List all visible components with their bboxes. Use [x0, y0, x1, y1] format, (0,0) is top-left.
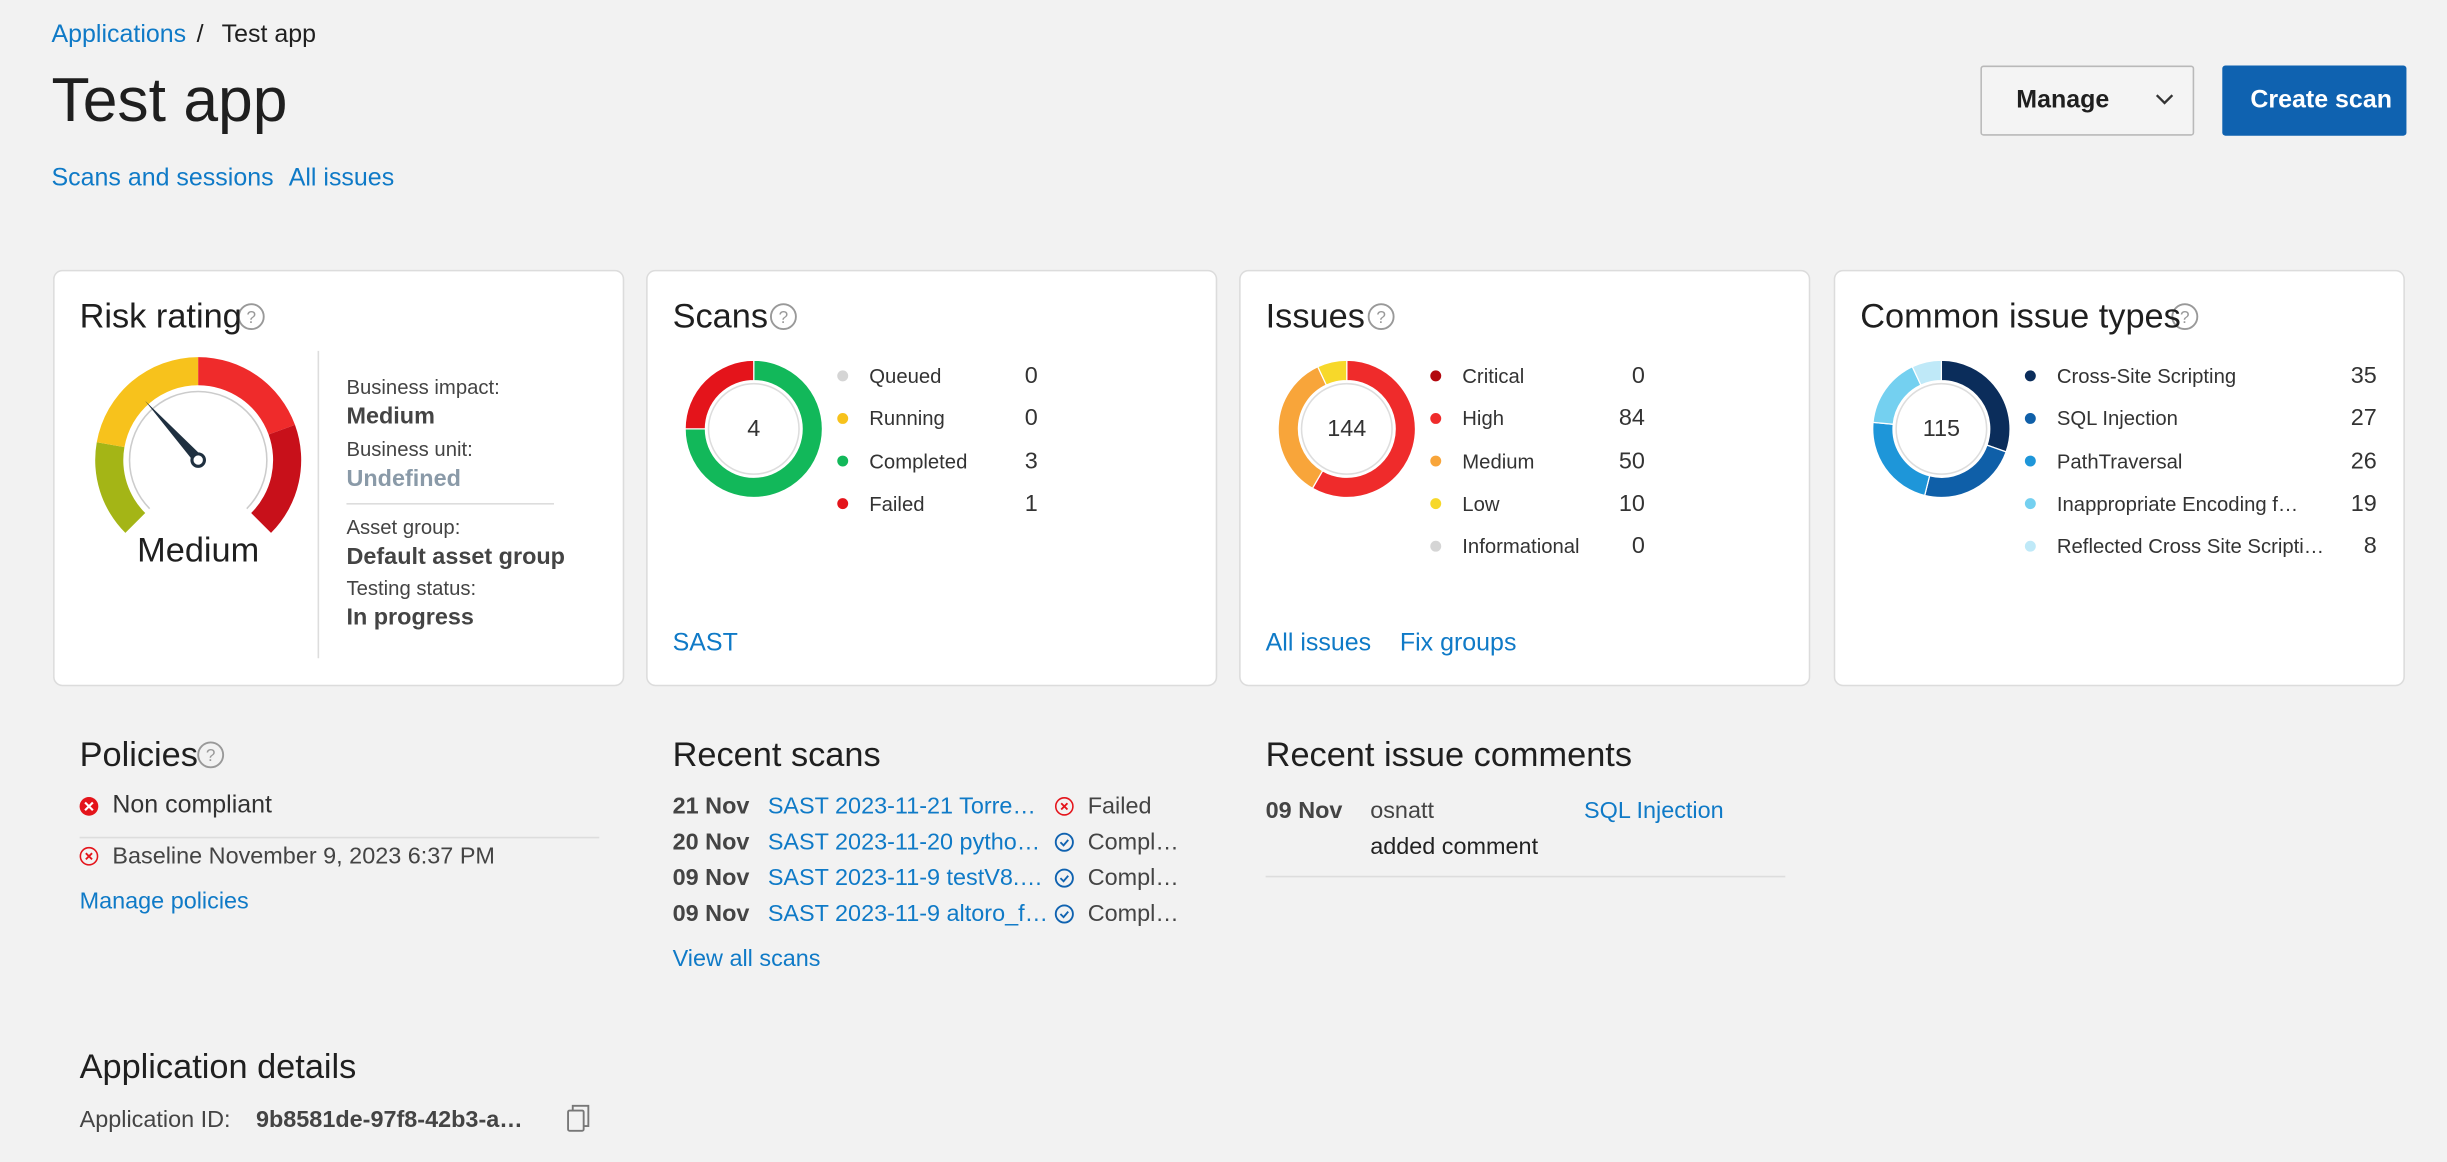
- card-link[interactable]: Fix groups: [1399, 630, 1517, 657]
- comment-action: added comment: [1370, 833, 1539, 861]
- legend-label: Critical: [1462, 364, 1525, 388]
- legend-label: SQL Injection: [2056, 406, 2178, 431]
- scan-status: Compl…: [1087, 900, 1179, 928]
- policies-link[interactable]: Manage policies: [79, 888, 249, 915]
- legend-label: High: [1462, 406, 1505, 431]
- scan-name[interactable]: SAST 2023-11-20 pytho…: [767, 828, 1041, 856]
- scan-status: Compl…: [1087, 828, 1179, 856]
- section-title: Policies: [79, 734, 198, 774]
- legend-label: Medium: [1462, 449, 1535, 473]
- legend-label: Queued: [869, 364, 942, 388]
- card-link[interactable]: All issues: [1265, 630, 1372, 657]
- legend-value: 26: [2350, 447, 2377, 475]
- legend-value: 8: [2363, 532, 2377, 560]
- legend-value: 0: [1024, 405, 1038, 432]
- section-title: Recent scans: [672, 734, 881, 774]
- legend-label: Completed: [869, 449, 968, 473]
- legend-value: 50: [1618, 447, 1645, 475]
- comment-issue[interactable]: SQL Injection: [1584, 797, 1724, 825]
- breadcrumb-current: Test app: [221, 21, 316, 49]
- error-icon: [84, 801, 94, 812]
- tab[interactable]: Scans and sessions: [51, 165, 274, 192]
- scan-date: 21 Nov: [672, 793, 750, 820]
- card-title: Risk rating: [79, 296, 242, 336]
- comment-date: 09 Nov: [1265, 797, 1343, 825]
- svg-text:?: ?: [206, 745, 216, 765]
- manage-button[interactable]: [1980, 65, 2195, 136]
- error-icon: [79, 846, 99, 866]
- legend-value: 1: [1024, 490, 1038, 517]
- detail-value: 9b8581de-97f8-42b3-a…: [255, 1106, 523, 1134]
- legend-label: Inappropriate Encoding f…: [2056, 491, 2299, 516]
- policy-status: Non compliant: [112, 792, 272, 819]
- tab[interactable]: All issues: [288, 165, 395, 192]
- scan-status: Failed: [1087, 793, 1152, 820]
- legend-value: 0: [1631, 532, 1645, 560]
- breadcrumb-link[interactable]: Applications: [51, 21, 187, 49]
- legend-value: 0: [1024, 362, 1038, 390]
- field-value: Default asset group: [346, 543, 565, 571]
- scan-name[interactable]: SAST 2023-11-9 testV8.…: [767, 864, 1043, 892]
- legend-label: Low: [1462, 491, 1500, 516]
- card-title: Issues: [1265, 296, 1365, 336]
- section-title: Recent issue comments: [1265, 734, 1633, 774]
- failed-icon: [1060, 802, 1069, 811]
- legend-value: 19: [2350, 490, 2377, 517]
- risk-level: Medium: [137, 530, 260, 570]
- legend-label: Informational: [1462, 534, 1580, 558]
- scan-status: Compl…: [1087, 864, 1179, 892]
- completed-icons: [1054, 832, 1074, 924]
- copy-icon[interactable]: [567, 1104, 590, 1132]
- field-label: Asset group:: [346, 515, 461, 539]
- detail-label: Application ID:: [79, 1106, 231, 1134]
- field-value: Undefined: [346, 465, 461, 493]
- donut-total: 4: [747, 415, 761, 443]
- comment-user: osnatt: [1370, 797, 1434, 825]
- legend-value: 35: [2350, 362, 2377, 390]
- legend-value: 0: [1631, 362, 1645, 390]
- legend-label: Cross-Site Scripting: [2056, 364, 2237, 388]
- error-icon: [85, 852, 93, 861]
- donut-total: 144: [1327, 415, 1367, 443]
- legend-label: Running: [869, 406, 945, 431]
- card-link[interactable]: SAST: [672, 630, 738, 657]
- field-label: Business unit:: [346, 437, 473, 461]
- donut-total: 115: [1922, 415, 1961, 443]
- scan-name[interactable]: SAST 2023-11-21 Torre…: [767, 793, 1036, 820]
- scan-date: 09 Nov: [672, 900, 750, 928]
- field-label: Testing status:: [346, 576, 477, 600]
- legend-label: Reflected Cross Site Scripti…: [2056, 534, 2325, 558]
- page-title: Test app: [51, 66, 288, 135]
- legend-value: 84: [1618, 405, 1645, 432]
- field-value: In progress: [346, 604, 474, 631]
- section-title: Application details: [79, 1046, 357, 1086]
- card-title: Common issue types: [1860, 296, 2181, 336]
- legend-value: 10: [1618, 490, 1645, 517]
- legend-value: 27: [2350, 405, 2377, 432]
- breadcrumb-separator: /: [196, 21, 204, 49]
- scan-name[interactable]: SAST 2023-11-9 altoro_f…: [767, 900, 1049, 928]
- legend-value: 3: [1024, 447, 1038, 475]
- field-label: Business impact:: [346, 375, 500, 399]
- create-scan-button[interactable]: [2222, 65, 2407, 136]
- policy-baseline: Baseline November 9, 2023 6:37 PM: [112, 843, 495, 870]
- view-all-link[interactable]: View all scans: [672, 945, 821, 973]
- card-title: Scans: [672, 296, 769, 336]
- error-icon: [79, 797, 99, 816]
- scan-date: 09 Nov: [672, 864, 750, 892]
- legend-label: Failed: [869, 491, 925, 516]
- failed-icon: [1054, 797, 1074, 816]
- field-value: Medium: [346, 403, 435, 430]
- scan-date: 20 Nov: [672, 828, 750, 856]
- legend-label: PathTraversal: [2056, 449, 2183, 473]
